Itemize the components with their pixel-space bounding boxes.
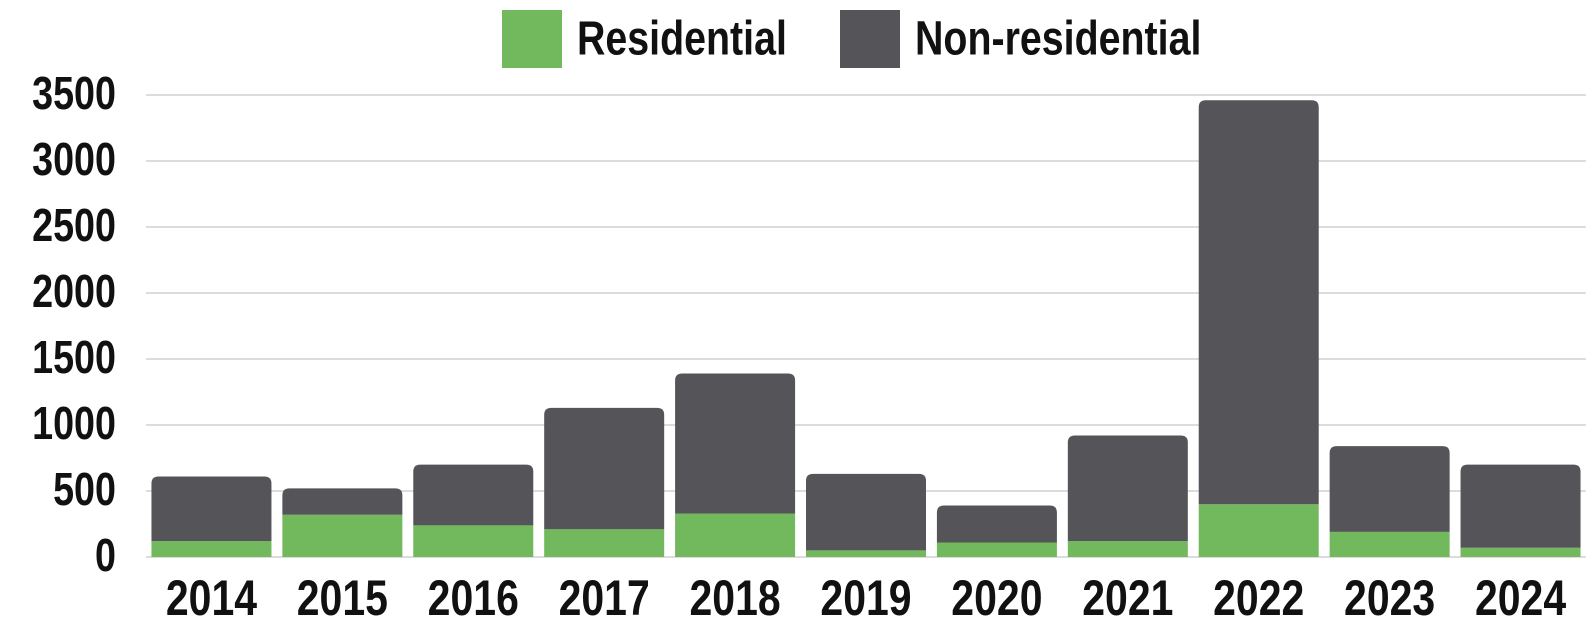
bar-segment bbox=[675, 513, 796, 557]
bar-segment bbox=[151, 541, 272, 557]
y-tick-label-group: 1000 bbox=[32, 398, 116, 449]
y-tick-label: 1000 bbox=[32, 398, 116, 449]
bar-segment bbox=[936, 542, 1057, 557]
legend-label: Non-residential bbox=[915, 12, 1201, 66]
bar-segment bbox=[282, 488, 403, 515]
y-tick-label-group: 1500 bbox=[32, 332, 116, 383]
x-tick-label: 2021 bbox=[1082, 570, 1173, 626]
bar-segment bbox=[675, 373, 796, 514]
x-tick-label-group: 2016 bbox=[428, 570, 519, 626]
legend-label: Residential bbox=[577, 12, 787, 66]
x-tick-label: 2014 bbox=[166, 570, 258, 626]
x-tick-label-group: 2022 bbox=[1213, 570, 1304, 626]
y-tick-label: 2500 bbox=[32, 200, 116, 251]
y-tick-label: 1500 bbox=[32, 332, 116, 383]
y-tick-label: 3500 bbox=[32, 68, 116, 119]
x-tick-label: 2019 bbox=[820, 570, 911, 626]
y-tick-label-group: 3000 bbox=[32, 134, 116, 185]
bar-segment bbox=[1067, 435, 1188, 542]
bar-segment bbox=[413, 525, 534, 557]
x-tick-label: 2016 bbox=[428, 570, 519, 626]
bar-segment bbox=[544, 529, 665, 557]
y-tick-label-group: 500 bbox=[53, 464, 116, 515]
x-tick-label-group: 2014 bbox=[166, 570, 258, 626]
x-tick-label-group: 2024 bbox=[1475, 570, 1567, 626]
x-tick-label-group: 2021 bbox=[1082, 570, 1173, 626]
bar-segment bbox=[1198, 100, 1319, 505]
x-tick-label: 2017 bbox=[559, 570, 650, 626]
x-tick-label: 2020 bbox=[951, 570, 1042, 626]
bar-segment bbox=[936, 505, 1057, 543]
x-tick-label-group: 2017 bbox=[559, 570, 650, 626]
x-tick-label-group: 2018 bbox=[689, 570, 780, 626]
legend-label-group: Non-residential bbox=[915, 12, 1201, 66]
bar-segment bbox=[282, 514, 403, 557]
bar-segment bbox=[1460, 547, 1581, 557]
bar-segment bbox=[1329, 446, 1450, 532]
x-tick-label-group: 2023 bbox=[1344, 570, 1435, 626]
legend-label-group: Residential bbox=[577, 12, 787, 66]
y-tick-label: 3000 bbox=[32, 134, 116, 185]
bar-segment bbox=[151, 476, 272, 542]
bar-segment bbox=[1460, 464, 1581, 548]
legend-swatch bbox=[502, 10, 562, 68]
x-tick-label: 2022 bbox=[1213, 570, 1304, 626]
x-tick-label-group: 2015 bbox=[297, 570, 388, 626]
x-tick-label-group: 2020 bbox=[951, 570, 1042, 626]
y-tick-label: 500 bbox=[53, 464, 116, 515]
bar-segment bbox=[1198, 504, 1319, 557]
x-tick-label: 2015 bbox=[297, 570, 388, 626]
x-tick-label: 2023 bbox=[1344, 570, 1435, 626]
y-tick-label-group: 0 bbox=[95, 530, 116, 581]
bar-segment bbox=[806, 550, 926, 557]
bar-segment bbox=[1067, 541, 1188, 557]
x-tick-label: 2018 bbox=[689, 570, 780, 626]
legend-swatch bbox=[840, 10, 900, 68]
x-tick-label-group: 2019 bbox=[820, 570, 911, 626]
bar-segment bbox=[544, 407, 665, 530]
y-tick-label-group: 2000 bbox=[32, 266, 116, 317]
y-tick-label: 0 bbox=[95, 530, 116, 581]
y-tick-label-group: 2500 bbox=[32, 200, 116, 251]
bar-segment bbox=[1329, 531, 1450, 557]
x-tick-label: 2024 bbox=[1475, 570, 1567, 626]
bar-segment bbox=[413, 464, 534, 526]
bar-segment bbox=[806, 473, 926, 551]
y-tick-label-group: 3500 bbox=[32, 68, 116, 119]
y-tick-label: 2000 bbox=[32, 266, 116, 317]
